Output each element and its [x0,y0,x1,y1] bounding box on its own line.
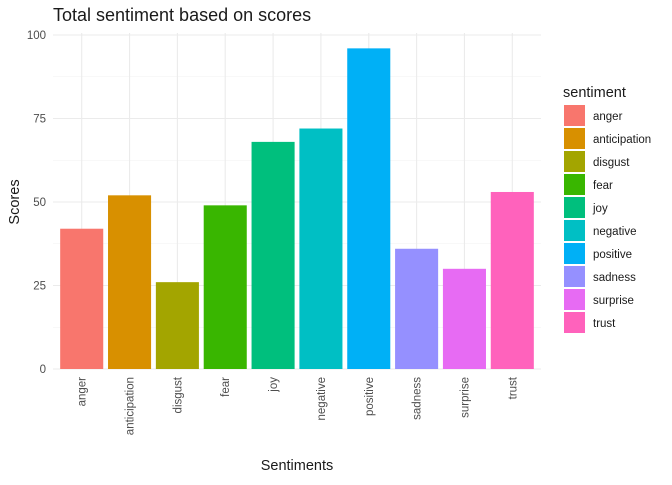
legend-label: anticipation [593,134,651,146]
legend-label: sadness [593,272,636,284]
y-tick-label: 25 [33,281,46,293]
bar-fear [203,205,247,369]
x-tick-label: fear [220,377,232,397]
x-tick-label: disgust [172,376,184,413]
legend-key-positive [564,243,585,264]
legend-label: anger [593,111,623,123]
x-tick-label: trust [507,376,519,399]
y-axis-title: Scores [7,179,23,224]
bar-anger [60,228,104,369]
legend-title: sentiment [563,85,626,101]
legend-key-sadness [564,266,585,287]
bar-disgust [155,282,199,369]
x-tick-label: sadness [412,377,424,420]
legend-label: negative [593,226,636,238]
legend-key-fear [564,174,585,195]
legend: sentiment anger anticipation disgust fear jo… [563,85,651,333]
legend-label: surprise [593,295,634,307]
x-tick-label: anger [77,377,89,407]
bar-anticipation [108,195,152,369]
bars [60,48,534,370]
x-tick-label: surprise [459,377,471,418]
bar-trust [490,191,534,369]
y-tick-label: 0 [40,364,46,376]
x-tick-labels: anger anticipation disgust fear joy negative p… [77,376,520,435]
bar-sadness [395,248,439,369]
bar-negative [299,128,343,369]
legend-key-anger [564,105,585,126]
y-tick-label: 100 [27,30,46,42]
legend-label: joy [592,203,608,215]
bar-surprise [442,268,486,369]
chart-title: Total sentiment based on scores [53,5,311,25]
y-tick-label: 75 [33,114,46,126]
y-tick-labels: 0 25 50 75 100 [27,30,46,376]
legend-label: fear [593,180,613,192]
legend-key-anticipation [564,128,585,149]
x-tick-label: joy [268,377,280,393]
bar-joy [251,141,295,369]
legend-key-joy [564,197,585,218]
bar-positive [347,48,391,370]
x-tick-label: anticipation [125,377,137,435]
x-tick-label: positive [364,377,376,416]
legend-label: disgust [593,157,630,169]
x-axis-title: Sentiments [261,458,334,474]
legend-label: positive [593,249,632,261]
legend-key-negative [564,220,585,241]
legend-key-surprise [564,289,585,310]
y-tick-label: 50 [33,197,46,209]
legend-key-disgust [564,151,585,172]
legend-key-trust [564,312,585,333]
x-tick-label: negative [316,377,328,420]
legend-label: trust [593,318,616,330]
